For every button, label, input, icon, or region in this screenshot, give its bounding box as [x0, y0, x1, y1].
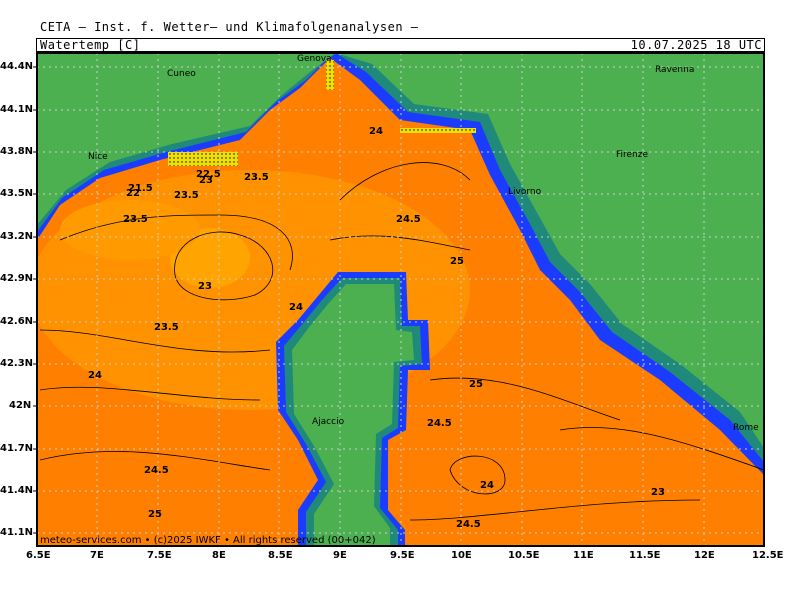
contour-label: 23 [651, 487, 665, 498]
coast-warm-band-2 [400, 128, 476, 133]
contour-label: 23.5 [174, 190, 199, 201]
contour-label: 23 [199, 175, 213, 186]
lat-label: 43.5N [0, 188, 34, 199]
place-label: Ravenna [655, 65, 694, 75]
contour-label: 24 [369, 126, 383, 137]
place-label: Ajaccio [312, 417, 345, 427]
contour-label: 24.5 [456, 519, 481, 530]
lat-label: 44.1N [0, 104, 34, 115]
contour-label: 24.5 [144, 465, 169, 476]
coast-warm-band [168, 152, 238, 166]
axis-ticks [33, 66, 37, 534]
contour-label: 24.5 [427, 418, 452, 429]
place-label: Cuneo [167, 69, 196, 79]
footer-credit: meteo-services.com • (c)2025 IWKF • All … [40, 535, 376, 546]
coast-warm-band-3 [326, 60, 334, 90]
contour-label: 23.5 [123, 214, 148, 225]
contour-label: 23.5 [154, 322, 179, 333]
lon-label: 10E [451, 550, 472, 561]
cool-sea-patch-2 [60, 200, 200, 260]
lat-label: 43.2N [0, 231, 34, 242]
place-label: Livorno [508, 187, 542, 197]
contour-label: 22 [126, 188, 140, 199]
lon-label: 8.5E [268, 550, 293, 561]
contour-label: 25 [469, 379, 483, 390]
lat-label: 42.9N [0, 273, 34, 284]
contour-label: 21.5 [128, 183, 153, 194]
contour-label: 25 [450, 256, 464, 267]
contour-label: 23 [198, 281, 212, 292]
lat-label: 42N [9, 400, 32, 411]
lon-label: 10.5E [508, 550, 540, 561]
graticule [37, 53, 764, 546]
lon-label: 11E [573, 550, 594, 561]
corsica-land [292, 284, 414, 546]
place-label: Nice [88, 152, 108, 162]
contour-label: 24.5 [396, 214, 421, 225]
lon-label: 9.5E [390, 550, 415, 561]
lat-label: 42.3N [0, 358, 34, 369]
lon-label: 12.5E [752, 550, 784, 561]
lon-label: 7E [90, 550, 104, 561]
lat-label: 41.1N [0, 527, 34, 538]
parameter-label: Watertemp [C] [40, 38, 141, 52]
parameter-box [36, 38, 765, 52]
isotherm-contours [39, 162, 764, 521]
lat-label: 42.6N [0, 316, 34, 327]
contour-label: 24 [289, 302, 303, 313]
place-label: Genova [297, 54, 332, 64]
place-label: Rome [733, 423, 759, 433]
lat-label: 44.4N [0, 61, 34, 72]
lat-label: 41.4N [0, 485, 34, 496]
mainland [37, 53, 764, 448]
valid-time: 10.07.2025 18 UTC [630, 38, 762, 52]
lon-label: 11.5E [629, 550, 661, 561]
place-label: Firenze [616, 150, 648, 160]
lat-label: 41.7N [0, 443, 34, 454]
contour-label: 22.5 [196, 169, 221, 180]
lon-label: 12E [694, 550, 715, 561]
lon-label: 6.5E [26, 550, 51, 561]
header-title: CETA — Inst. f. Wetter— und Klimafolgena… [40, 20, 419, 34]
contour-label: 24 [88, 370, 102, 381]
map-frame [36, 52, 765, 547]
contour-label: 25 [148, 509, 162, 520]
contour-label: 23.5 [244, 172, 269, 183]
lat-label: 43.8N [0, 146, 34, 157]
lon-label: 8E [212, 550, 226, 561]
lon-label: 7.5E [147, 550, 172, 561]
contour-label: 24 [480, 480, 494, 491]
lon-label: 9E [333, 550, 347, 561]
